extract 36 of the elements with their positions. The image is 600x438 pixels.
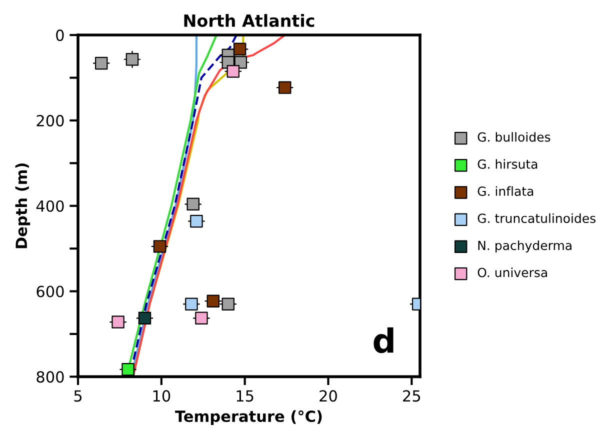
y-tick-label: 200 xyxy=(36,114,64,126)
x-tick-label: 25 xyxy=(403,390,420,402)
point xyxy=(195,312,208,325)
x-tick-label: 20 xyxy=(320,390,337,402)
point xyxy=(94,56,108,70)
y-tick-label: 600 xyxy=(36,286,64,298)
legend-label: O. universa xyxy=(478,268,547,278)
legend-label: G. truncatulinoides xyxy=(478,213,596,224)
y-tick-label: 0 xyxy=(56,30,64,42)
point xyxy=(126,53,139,66)
x-tick-label: 10 xyxy=(153,390,170,402)
point xyxy=(278,81,292,94)
chart-title: North Atlantic xyxy=(184,14,314,27)
point xyxy=(122,363,134,376)
x-tick-label: 5 xyxy=(74,390,82,402)
point xyxy=(222,298,235,310)
point xyxy=(233,42,246,56)
point xyxy=(185,298,198,310)
legend-label: G. hirsuta xyxy=(478,159,538,169)
legend-label: N. pachyderma xyxy=(478,240,572,253)
legend-label: G. inflata xyxy=(478,186,534,196)
x-axis-title: Temperature (°C) xyxy=(175,410,322,425)
y-tick-label: 400 xyxy=(36,200,64,212)
x-tick-label: 15 xyxy=(236,390,254,402)
annotation: d xyxy=(374,327,394,354)
line-series xyxy=(132,35,286,377)
point xyxy=(226,64,240,78)
point xyxy=(206,294,220,308)
point xyxy=(138,312,152,325)
point xyxy=(153,240,166,253)
point xyxy=(190,214,203,228)
legend-label: G. bulloides xyxy=(478,132,550,142)
point xyxy=(112,316,124,328)
y-tick-label: 800 xyxy=(36,371,64,383)
y-axis-title: Depth (m) xyxy=(15,163,30,248)
point xyxy=(186,198,200,211)
